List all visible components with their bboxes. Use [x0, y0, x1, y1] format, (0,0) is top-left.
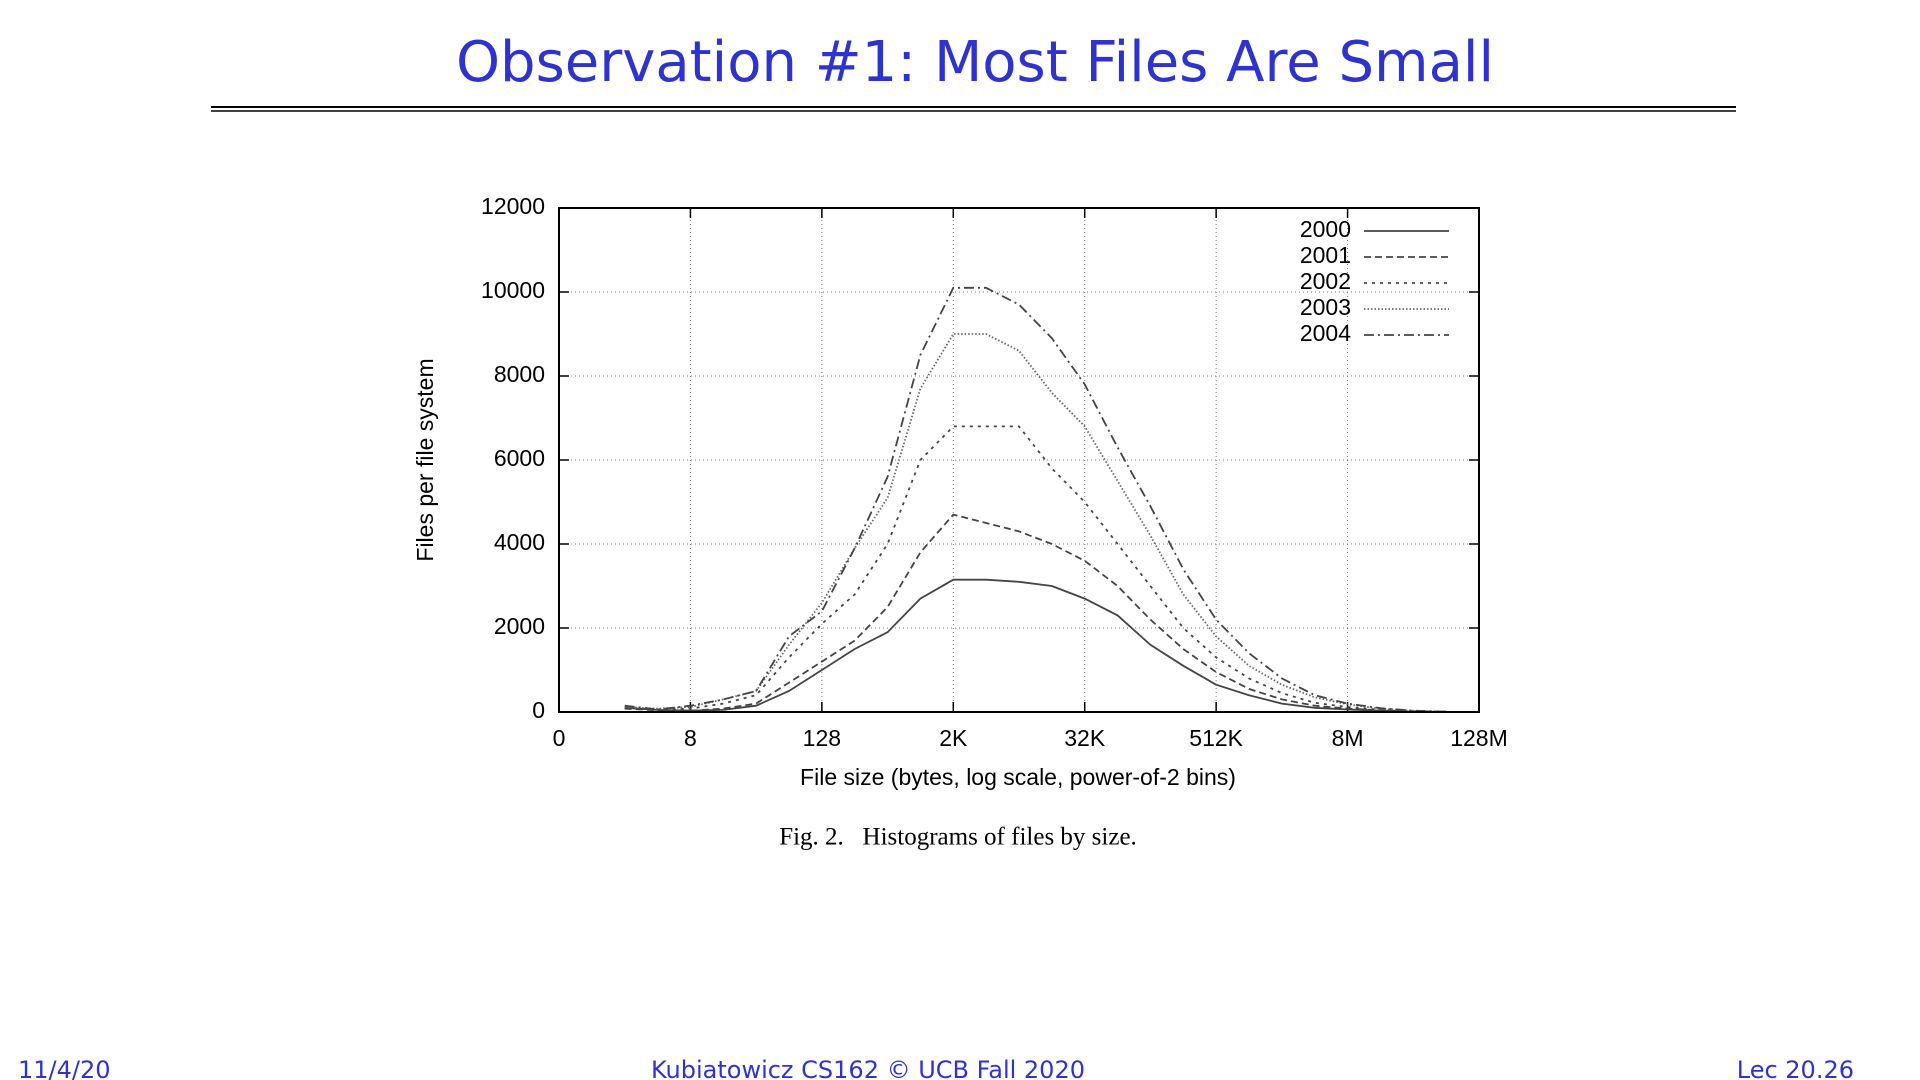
- footer-date: 11/4/20: [18, 1056, 111, 1080]
- plot: 0 2000 4000 6000 8000 10000 12000 0 8 128 2K 32K 512…: [481, 193, 1508, 751]
- y-tick-label: 6000: [494, 445, 545, 471]
- legend-label: 2000: [1300, 216, 1351, 242]
- y-tick-label: 10000: [481, 277, 545, 303]
- legend-label: 2002: [1300, 268, 1351, 294]
- y-tick-label: 2000: [494, 613, 545, 639]
- y-tick-label: 8000: [494, 361, 545, 387]
- x-tick-label: 2K: [939, 725, 968, 751]
- figure-caption: Fig. 2. Histograms of files by size.: [779, 824, 1137, 851]
- legend-label: 2003: [1300, 294, 1351, 320]
- x-tick-label: 0: [553, 725, 566, 751]
- series-line: [624, 578, 1447, 713]
- x-tick-label: 128M: [1450, 725, 1508, 751]
- footer-course: Kubiatowicz CS162 © UCB Fall 2020: [651, 1056, 1085, 1080]
- series-line: [624, 286, 1447, 713]
- x-tick-label: 32K: [1064, 725, 1106, 751]
- series-line: [624, 513, 1447, 713]
- plot-frame: [558, 207, 1480, 713]
- y-tick-label: 0: [532, 697, 545, 723]
- y-tick-label: 12000: [481, 193, 545, 219]
- x-axis-label: File size (bytes, log scale, power-of-2 …: [800, 764, 1236, 790]
- x-tick-label: 8M: [1332, 725, 1364, 751]
- footer-page: Lec 20.26: [1737, 1056, 1854, 1080]
- x-tick-label: 8: [684, 725, 697, 751]
- series-line: [624, 425, 1447, 713]
- y-tick-label: 4000: [494, 529, 545, 555]
- legend-label: 2004: [1300, 320, 1351, 346]
- legend-label: 2001: [1300, 242, 1351, 268]
- y-axis-label: Files per file system: [412, 358, 438, 561]
- x-tick-label: 512K: [1189, 725, 1243, 751]
- series-line: [624, 333, 1447, 713]
- slide-title: Observation #1: Most Files Are Small: [456, 30, 1494, 95]
- x-tick-label: 128: [803, 725, 841, 751]
